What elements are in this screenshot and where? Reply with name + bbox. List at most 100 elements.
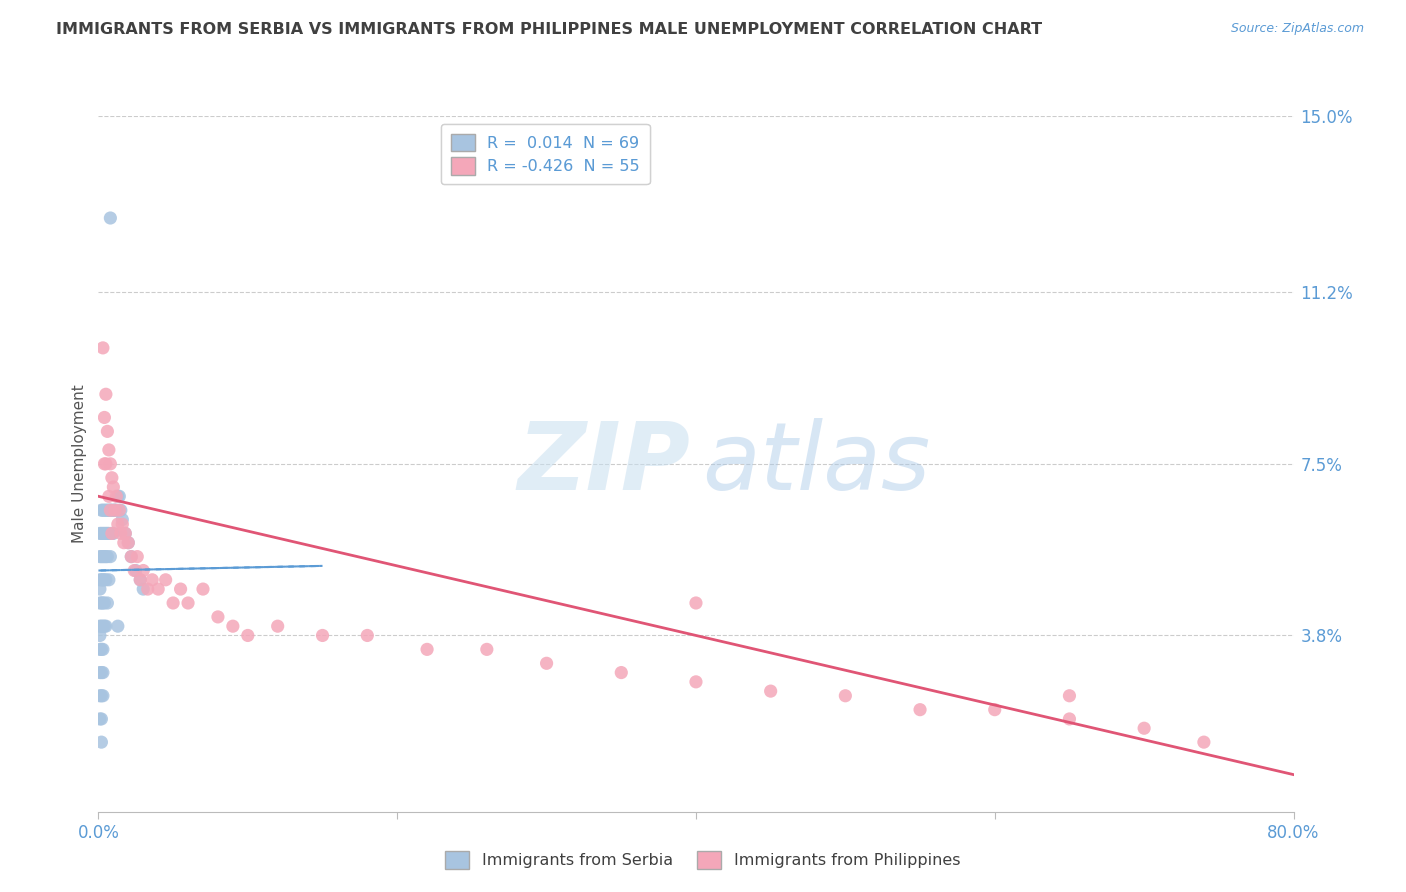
Point [141, 573, 163, 587]
Point [89, 628, 111, 642]
Point [191, 582, 214, 596]
Point [103, 526, 125, 541]
Point [89, 573, 111, 587]
Point [110, 526, 132, 541]
Text: Source: ZipAtlas.com: Source: ZipAtlas.com [1230, 22, 1364, 36]
Point [93, 573, 115, 587]
Point [91, 526, 114, 541]
Point [89, 665, 111, 680]
Point [91, 665, 114, 680]
Text: ZIP: ZIP [517, 417, 690, 510]
Point [94, 387, 117, 401]
Point [89, 526, 111, 541]
Point [100, 549, 122, 564]
Point [356, 628, 378, 642]
Point [105, 503, 128, 517]
Point [90, 573, 112, 587]
Point [97, 503, 120, 517]
Point [416, 642, 439, 657]
Point [1192, 735, 1215, 749]
Point [117, 535, 139, 549]
Point [100, 211, 122, 225]
Point [94, 526, 117, 541]
Point [984, 703, 1007, 717]
Point [111, 517, 134, 532]
Point [97, 442, 120, 457]
Point [93, 526, 115, 541]
Point [94, 573, 117, 587]
Point [207, 610, 229, 624]
Point [101, 526, 124, 541]
Point [117, 535, 139, 549]
Point [93, 503, 115, 517]
Point [236, 628, 259, 642]
Point [222, 619, 245, 633]
Point [103, 480, 125, 494]
Point [834, 689, 856, 703]
Point [1133, 721, 1156, 735]
Point [101, 471, 124, 485]
Point [89, 582, 111, 596]
Point [91, 642, 114, 657]
Legend: R =  0.014  N = 69, R = -0.426  N = 55: R = 0.014 N = 69, R = -0.426 N = 55 [441, 124, 650, 185]
Point [124, 564, 146, 578]
Point [89, 689, 111, 703]
Point [90, 735, 112, 749]
Point [132, 582, 155, 596]
Point [90, 619, 112, 633]
Point [94, 619, 117, 633]
Point [91, 503, 114, 517]
Point [89, 549, 111, 564]
Point [89, 712, 111, 726]
Point [120, 549, 142, 564]
Point [100, 503, 122, 517]
Point [90, 526, 112, 541]
Point [93, 596, 115, 610]
Point [91, 341, 114, 355]
Point [93, 549, 115, 564]
Point [90, 689, 112, 703]
Point [112, 535, 135, 549]
Point [93, 410, 115, 425]
Point [107, 489, 129, 503]
Point [90, 503, 112, 517]
Point [90, 596, 112, 610]
Point [108, 489, 131, 503]
Point [97, 573, 120, 587]
Point [104, 503, 127, 517]
Point [908, 703, 931, 717]
Point [91, 549, 114, 564]
Point [96, 596, 118, 610]
Point [90, 642, 112, 657]
Text: atlas: atlas [702, 418, 931, 509]
Point [90, 712, 112, 726]
Point [103, 503, 125, 517]
Point [127, 549, 149, 564]
Point [96, 425, 118, 439]
Point [1059, 712, 1081, 726]
Point [91, 619, 114, 633]
Point [89, 619, 111, 633]
Point [177, 596, 200, 610]
Point [96, 549, 118, 564]
Point [107, 517, 129, 532]
Point [104, 503, 127, 517]
Point [100, 503, 122, 517]
Point [475, 642, 498, 657]
Point [91, 689, 114, 703]
Point [110, 503, 132, 517]
Point [685, 596, 707, 610]
Point [267, 619, 290, 633]
Point [759, 684, 782, 698]
Point [91, 573, 114, 587]
Point [685, 674, 707, 689]
Point [89, 596, 111, 610]
Point [93, 457, 115, 471]
Point [90, 549, 112, 564]
Point [108, 503, 131, 517]
Point [91, 596, 114, 610]
Point [155, 573, 177, 587]
Text: IMMIGRANTS FROM SERBIA VS IMMIGRANTS FROM PHILIPPINES MALE UNEMPLOYMENT CORRELAT: IMMIGRANTS FROM SERBIA VS IMMIGRANTS FRO… [56, 22, 1042, 37]
Point [111, 512, 134, 526]
Point [96, 526, 118, 541]
